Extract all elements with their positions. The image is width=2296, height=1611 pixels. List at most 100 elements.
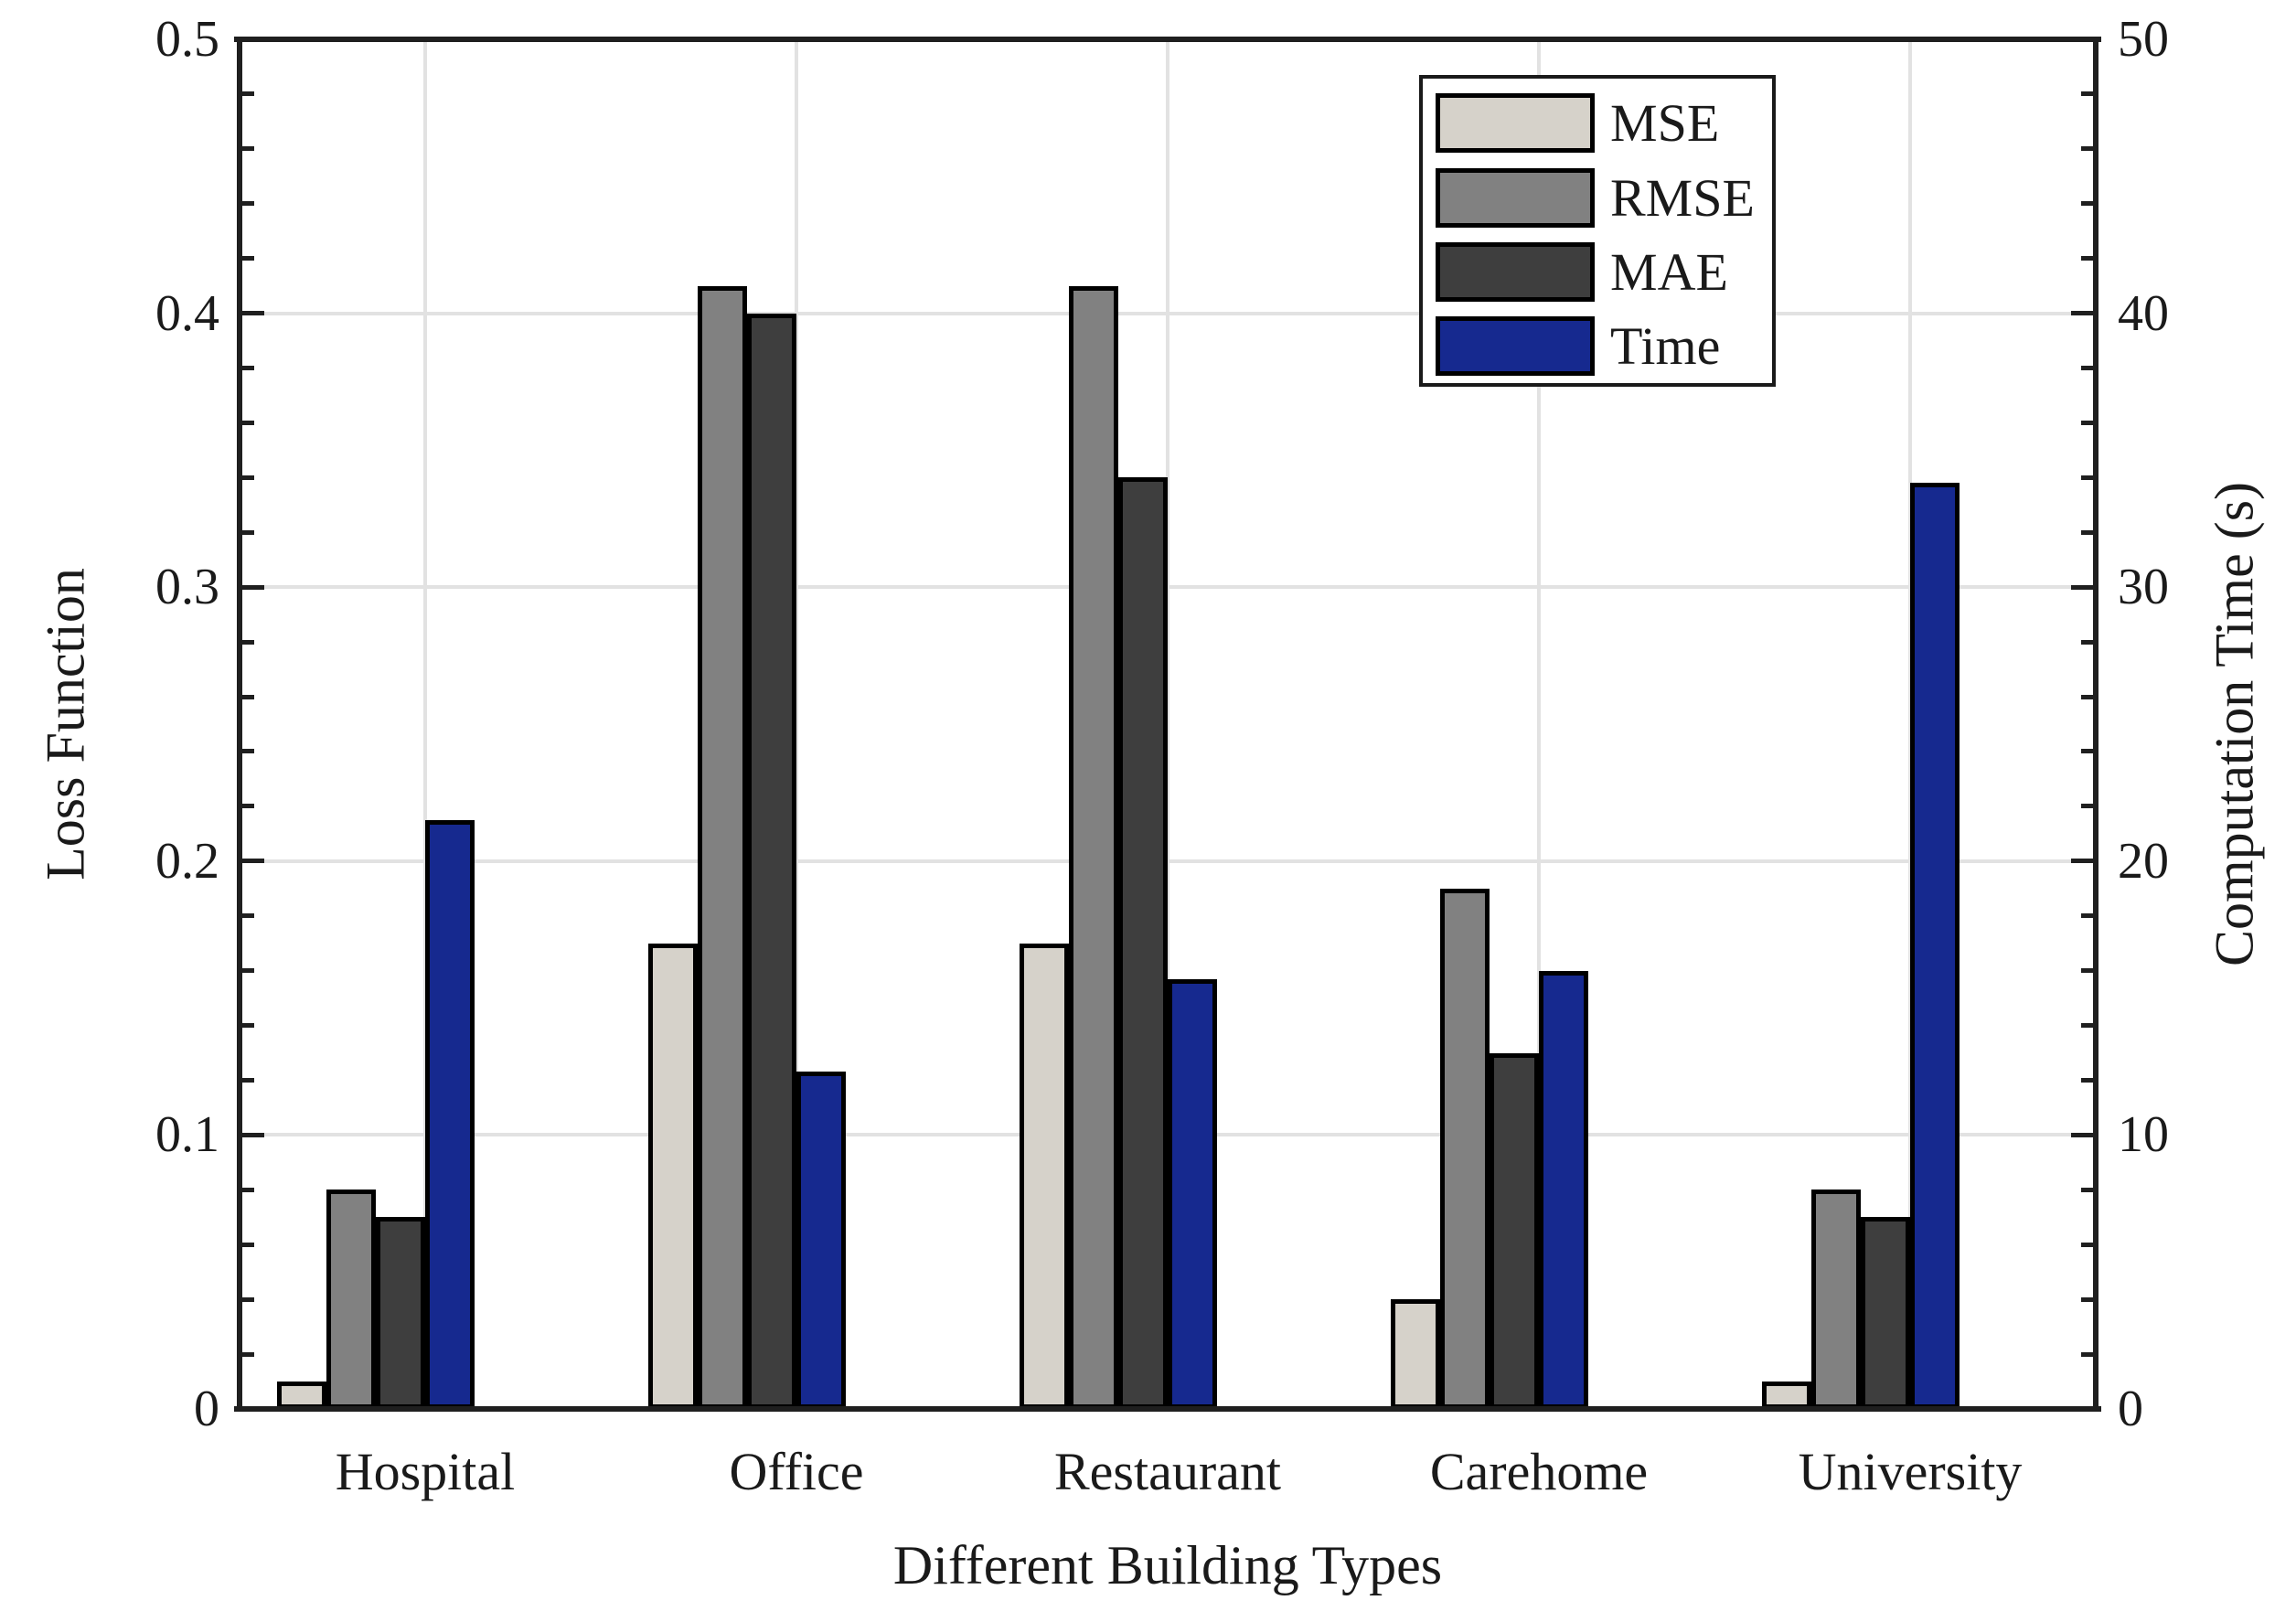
bar-time-carehome [1539,971,1588,1409]
y-tick-left [242,1296,254,1302]
y-tick-right [2081,694,2093,699]
y-tick-right [2081,529,2093,535]
legend-swatch-rmse [1436,168,1595,228]
bar-mae-restaurant [1118,477,1168,1409]
bar-rmse-hospital [326,1190,376,1409]
y-tick-left [242,1077,254,1083]
legend-row-time: Time [1423,316,1772,376]
y-tick-right [2081,749,2093,754]
bar-mae-university [1861,1217,1910,1409]
bar-mae-carehome [1490,1053,1539,1409]
y-tick-right [2081,146,2093,152]
y-tick-right [2081,256,2093,261]
y-tick-left [242,420,254,425]
y-axis-spine-right [2093,37,2098,1412]
bar-mse-hospital [277,1382,326,1409]
legend-row-mse: MSE [1423,93,1772,153]
bar-mae-office [747,314,796,1409]
legend-swatch-mse [1436,93,1595,153]
y-tick-left [242,639,254,645]
y-tick-left [242,146,254,152]
y-tick-left [242,913,254,919]
bar-time-restaurant [1168,979,1217,1409]
legend-swatch-mae [1436,242,1595,302]
y-axis-label-left: Loss Function [35,568,96,880]
y-tick-right [2071,311,2093,316]
y-tick-left [242,201,254,207]
x-tick-label-hospital: Hospital [335,1442,516,1501]
bar-mse-restaurant [1020,944,1069,1409]
y-tick-label-left: 0.1 [155,1106,219,1164]
x-tick-label-university: University [1798,1442,2023,1501]
y-tick-left [242,256,254,261]
bar-rmse-carehome [1440,889,1490,1409]
y-axis-spine-left [237,37,242,1412]
x-tick-label-carehome: Carehome [1429,1442,1649,1501]
y-tick-label-right: 10 [2118,1106,2169,1164]
y-tick-right [2081,1242,2093,1247]
y-tick-right [2081,420,2093,425]
y-tick-left [242,694,254,699]
y-tick-left [242,1132,264,1137]
y-tick-right [2081,968,2093,974]
y-tick-right [2071,584,2093,590]
v-gridline [795,39,798,1409]
legend-label-mse: MSE [1610,92,1720,153]
y-tick-right [2081,475,2093,480]
bar-rmse-office [698,286,747,1409]
bar-rmse-university [1811,1190,1861,1409]
y-tick-left [242,1187,254,1192]
bar-time-hospital [425,820,475,1409]
v-gridline [1166,39,1169,1409]
y-tick-left [242,1242,254,1247]
y-tick-left [242,859,264,864]
legend-label-mae: MAE [1610,241,1728,302]
bar-mse-office [648,944,698,1409]
y-tick-right [2071,1132,2093,1137]
y-tick-left [242,366,254,371]
y-tick-right [2081,1351,2093,1357]
y-tick-label-left: 0.2 [155,832,219,890]
legend-label-rmse: RMSE [1610,167,1755,228]
y-tick-label-left: 0.3 [155,559,219,616]
y-tick-right [2081,1296,2093,1302]
y-tick-right [2081,201,2093,207]
bar-rmse-restaurant [1069,286,1118,1409]
y-axis-label-right: Computation Time (s) [2204,481,2265,967]
y-tick-label-left: 0.4 [155,284,219,342]
y-tick-label-left: 0.5 [155,11,219,68]
y-tick-label-right: 40 [2118,284,2169,342]
y-tick-left [242,749,254,754]
legend-row-rmse: RMSE [1423,168,1772,228]
y-tick-right [2081,639,2093,645]
y-tick-label-right: 20 [2118,832,2169,890]
y-tick-right [2081,91,2093,97]
x-axis-spine-top [234,37,2101,42]
v-gridline [423,39,427,1409]
y-tick-left [242,311,264,316]
y-tick-label-right: 0 [2118,1381,2143,1437]
bar-mae-hospital [376,1217,425,1409]
bar-time-university [1910,483,1960,1409]
y-tick-right [2081,1023,2093,1029]
bar-mse-university [1762,1382,1811,1409]
y-tick-right [2081,804,2093,809]
y-tick-left [242,584,264,590]
bar-mse-carehome [1391,1299,1440,1409]
bar-time-office [796,1072,846,1409]
legend-swatch-time [1436,316,1595,376]
y-tick-right [2081,913,2093,919]
x-axis-label: Different Building Types [892,1535,1443,1595]
y-tick-left [242,529,254,535]
y-tick-label-right: 50 [2118,11,2169,68]
x-tick-label-office: Office [729,1442,864,1501]
y-tick-right [2081,1077,2093,1083]
y-tick-left [242,968,254,974]
y-tick-left [242,91,254,97]
legend-box: MSE RMSE MAE Time [1419,75,1776,387]
y-tick-label-right: 30 [2118,559,2169,616]
y-tick-left [242,1023,254,1029]
y-tick-left [242,804,254,809]
y-tick-left [242,475,254,480]
